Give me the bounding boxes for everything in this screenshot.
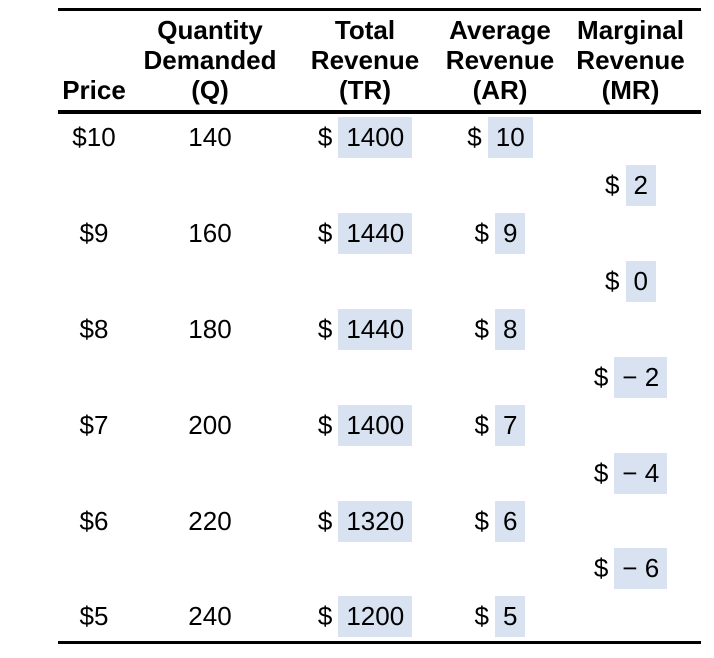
quantity-cell: 160 [188,218,232,249]
table-header-row: Price Quantity Demanded (Q) Total Revenu… [58,11,701,110]
currency-symbol: $ [474,314,489,344]
highlighted-value: 2 [625,165,656,207]
header-quantity-demanded: Quantity Demanded (Q) [143,15,277,105]
table-row-marginal: $ − 6 [58,545,701,593]
currency-symbol: $ [474,601,489,632]
header-price-label: Price [62,75,126,105]
currency-symbol: $ [605,266,620,297]
average-revenue-cell: $ 9 [440,210,560,258]
highlighted-value: 9 [495,213,526,255]
average-revenue-cell: $ 5 [440,593,560,641]
table-bottom-rule [58,640,701,644]
highlighted-value: − 2 [614,356,668,398]
currency-symbol: $ [593,553,609,584]
currency-symbol: $ [593,361,609,392]
total-revenue-cell: $ 1440 [290,306,440,354]
quantity-cell: 240 [188,601,232,632]
table-row: $7 200 $ 1400 $ 7 [58,401,701,449]
price-cell: $10 [72,122,116,153]
highlighted-value: 10 [487,117,533,159]
highlighted-value: 1400 [338,404,413,446]
table-row: $8 180 $ 1440 $ 8 [58,306,701,354]
marginal-revenue-cell: $ − 2 [560,353,701,401]
currency-symbol: $ [474,218,489,249]
total-revenue-cell: $ 1400 [290,114,440,162]
currency-symbol: $ [474,505,489,536]
marginal-revenue-cell: $ 0 [560,258,701,306]
quantity-cell: 200 [188,409,232,440]
header-divider-rule [58,110,701,114]
marginal-revenue-cell: $ − 4 [560,449,701,497]
currency-symbol: $ [317,409,333,440]
marginal-revenue-cell: $ − 6 [560,545,701,593]
average-revenue-cell: $ 7 [440,401,560,449]
highlighted-value: 1320 [338,500,413,542]
currency-symbol: $ [317,122,333,153]
highlighted-value: 1200 [338,596,413,638]
currency-symbol: $ [317,601,333,632]
table-row: $10 140 $ 1400 $ 10 [58,114,701,162]
currency-symbol: $ [317,505,333,536]
highlighted-value: 1440 [338,213,413,255]
currency-symbol: $ [593,457,609,488]
quantity-cell: 220 [188,505,232,536]
highlighted-value: 6 [495,500,526,542]
table-row-marginal: $ 0 [58,258,701,306]
currency-symbol: $ [467,122,482,153]
currency-symbol: $ [317,314,333,344]
highlighted-value: 5 [495,596,526,638]
price-cell: $9 [79,218,109,249]
currency-symbol: $ [474,409,489,440]
quantity-cell: 180 [188,314,232,344]
table-row-marginal: $ 2 [58,162,701,210]
header-marginal-revenue: Marginal Revenue (MR) [576,15,685,105]
header-price: Price [58,15,130,105]
table-row: $9 160 $ 1440 $ 9 [58,210,701,258]
highlighted-value: − 6 [614,548,668,590]
table-row: $6 220 $ 1320 $ 6 [58,497,701,545]
table-row-marginal: $ − 4 [58,449,701,497]
revenue-table: Price Quantity Demanded (Q) Total Revenu… [58,8,701,644]
total-revenue-cell: $ 1320 [290,497,440,545]
highlighted-value: 0 [625,261,656,303]
marginal-revenue-cell: $ 2 [560,162,701,210]
header-average-revenue: Average Revenue (AR) [445,15,555,105]
price-cell: $7 [79,409,109,440]
highlighted-value: 8 [495,309,526,350]
average-revenue-cell: $ 8 [440,306,560,354]
total-revenue-cell: $ 1400 [290,401,440,449]
highlighted-value: − 4 [614,452,668,494]
price-cell: $6 [79,505,109,536]
price-cell: $5 [79,601,109,632]
table-top-rule [58,8,701,11]
highlighted-value: 7 [495,404,526,446]
price-cell: $8 [79,314,109,344]
average-revenue-cell: $ 6 [440,497,560,545]
quantity-cell: 140 [188,122,232,153]
total-revenue-cell: $ 1200 [290,593,440,641]
currency-symbol: $ [605,170,620,201]
header-total-revenue: Total Revenue (TR) [310,15,420,105]
currency-symbol: $ [317,218,333,249]
table-body: $10 140 $ 1400 $ 10 $ 2 $9 [58,114,701,641]
average-revenue-cell: $ 10 [440,114,560,162]
table-row: $5 240 $ 1200 $ 5 [58,593,701,641]
total-revenue-cell: $ 1440 [290,210,440,258]
table-row-marginal: $ − 2 [58,353,701,401]
highlighted-value: 1440 [338,309,413,350]
highlighted-value: 1400 [338,117,413,159]
